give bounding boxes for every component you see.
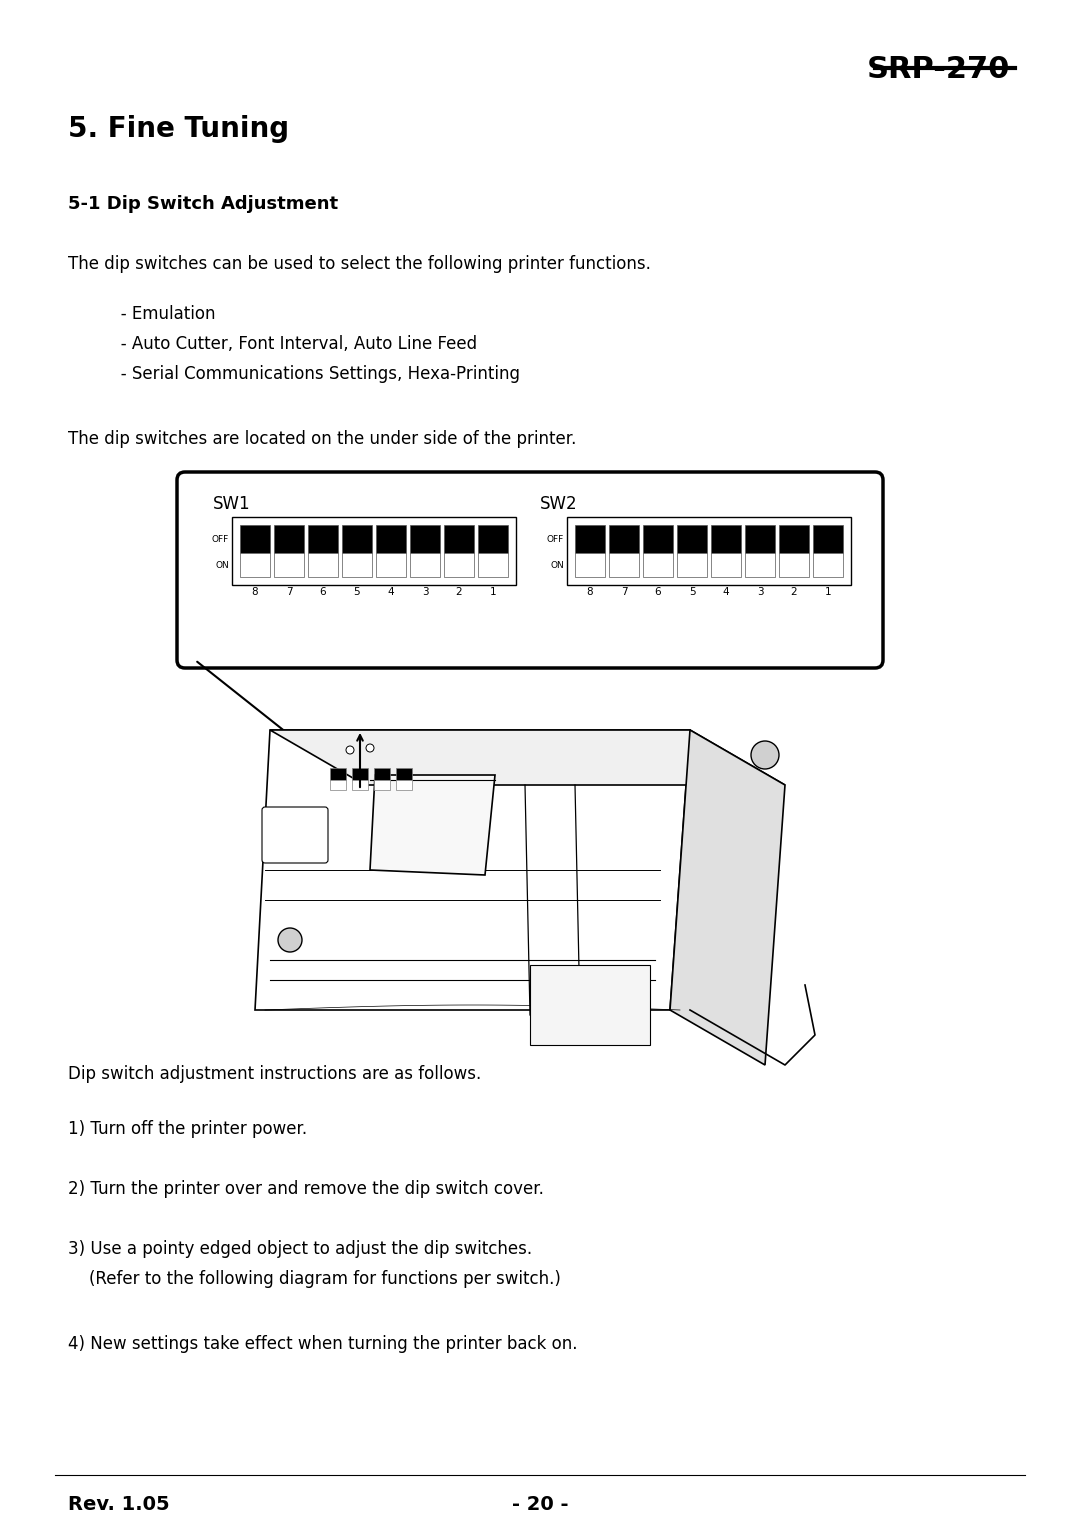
Bar [643,525,673,553]
Text: SRP-270: SRP-270 [866,55,1010,84]
Text: 5-1 Dip Switch Adjustment: 5-1 Dip Switch Adjustment [68,195,338,212]
Text: 3: 3 [421,586,429,597]
Text: 5: 5 [689,586,696,597]
FancyBboxPatch shape [177,472,883,667]
Text: 1: 1 [489,586,497,597]
Circle shape [751,741,779,770]
Text: - 20 -: - 20 - [512,1495,568,1513]
Bar [240,553,270,577]
Bar [711,553,741,577]
Bar [530,965,650,1044]
Text: OFF: OFF [546,534,564,544]
Text: 1: 1 [825,586,832,597]
Bar [330,780,346,789]
Circle shape [366,744,374,751]
Bar [643,553,673,577]
Bar [308,525,338,553]
Text: - Serial Communications Settings, Hexa-Printing: - Serial Communications Settings, Hexa-P… [105,365,519,383]
Text: - Emulation: - Emulation [105,305,216,324]
Bar [575,525,605,553]
FancyBboxPatch shape [262,806,328,863]
Text: ON: ON [550,560,564,570]
Bar [444,525,474,553]
Text: ON: ON [215,560,229,570]
Bar [478,553,508,577]
Text: The dip switches are located on the under side of the printer.: The dip switches are located on the unde… [68,431,577,447]
Bar [342,525,372,553]
Circle shape [278,928,302,951]
Text: - Auto Cutter, Font Interval, Auto Line Feed: - Auto Cutter, Font Interval, Auto Line … [105,334,477,353]
Bar [374,768,390,780]
Bar [711,525,741,553]
Text: 2) Turn the printer over and remove the dip switch cover.: 2) Turn the printer over and remove the … [68,1180,544,1199]
Bar [575,553,605,577]
Text: 7: 7 [286,586,293,597]
Bar [779,525,809,553]
Bar [779,553,809,577]
Bar [342,553,372,577]
Text: Rev. 1.05: Rev. 1.05 [68,1495,170,1513]
Text: 3) Use a pointy edged object to adjust the dip switches.: 3) Use a pointy edged object to adjust t… [68,1240,532,1258]
Circle shape [346,747,354,754]
Text: 8: 8 [252,586,258,597]
Bar [374,780,390,789]
Bar [352,780,368,789]
Bar [410,553,440,577]
Bar [396,768,411,780]
Bar [352,768,368,780]
Polygon shape [370,776,495,875]
Bar [677,525,707,553]
Bar [745,525,775,553]
Bar [376,525,406,553]
Text: 7: 7 [621,586,627,597]
Bar [308,553,338,577]
Bar [232,518,516,585]
Text: 6: 6 [654,586,661,597]
Text: 3: 3 [757,586,764,597]
Text: 5. Fine Tuning: 5. Fine Tuning [68,115,289,144]
Text: Dip switch adjustment instructions are as follows.: Dip switch adjustment instructions are a… [68,1064,482,1083]
Text: 4: 4 [388,586,394,597]
Bar [478,525,508,553]
Text: SW2: SW2 [540,495,578,513]
Bar [745,553,775,577]
Text: 6: 6 [320,586,326,597]
Bar [240,525,270,553]
Bar [444,553,474,577]
Text: 2: 2 [456,586,462,597]
Bar [609,553,639,577]
Text: 1) Turn off the printer power.: 1) Turn off the printer power. [68,1119,307,1138]
Bar [813,525,843,553]
Text: The dip switches can be used to select the following printer functions.: The dip switches can be used to select t… [68,255,651,273]
Bar [609,525,639,553]
Text: (Refer to the following diagram for functions per switch.): (Refer to the following diagram for func… [68,1270,561,1287]
Bar [813,553,843,577]
Bar [677,553,707,577]
Text: SW1: SW1 [213,495,251,513]
Bar [410,525,440,553]
Bar [376,553,406,577]
Text: 4: 4 [723,586,729,597]
Bar [274,553,303,577]
Text: 2: 2 [791,586,797,597]
Polygon shape [255,730,690,1009]
Text: 4) New settings take effect when turning the printer back on.: 4) New settings take effect when turning… [68,1335,578,1353]
Bar [396,780,411,789]
Text: 5: 5 [353,586,361,597]
Polygon shape [670,730,785,1064]
Polygon shape [270,730,785,785]
Bar [274,525,303,553]
Text: OFF: OFF [212,534,229,544]
Text: 8: 8 [586,586,593,597]
Bar [567,518,851,585]
Bar [330,768,346,780]
